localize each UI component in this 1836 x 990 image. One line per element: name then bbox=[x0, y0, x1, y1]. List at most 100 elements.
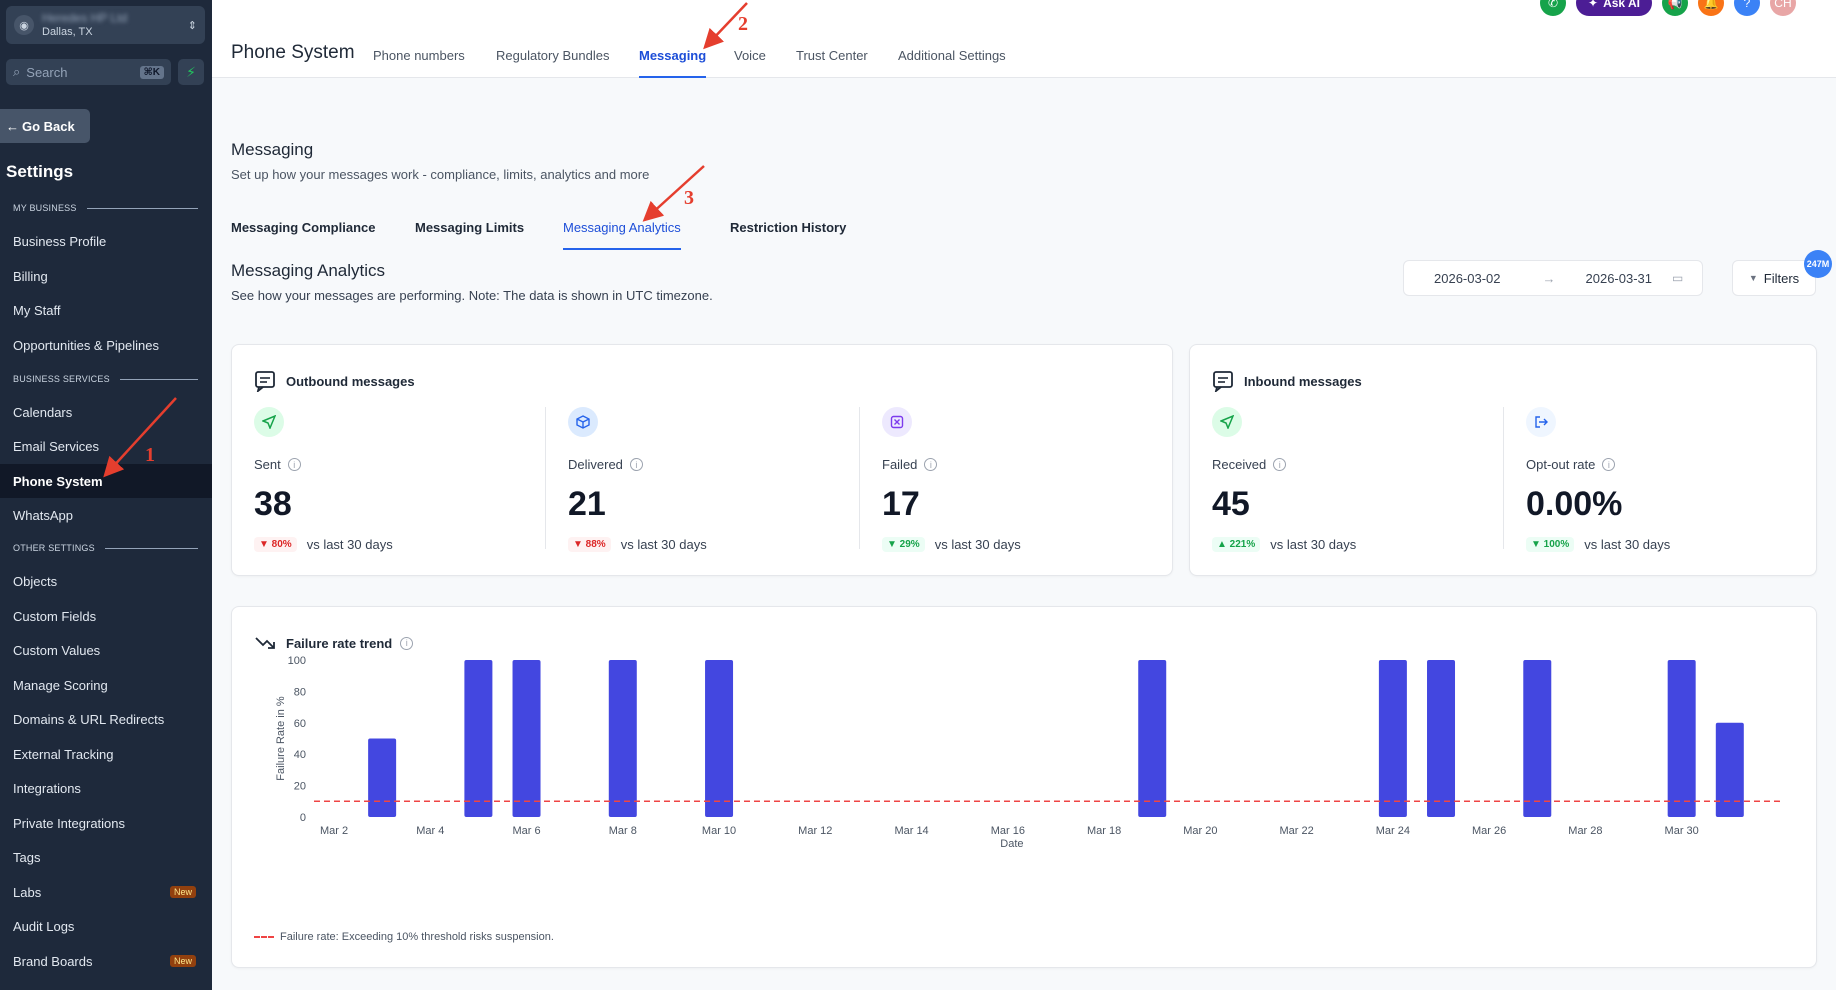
divider bbox=[545, 407, 546, 549]
package-icon bbox=[568, 407, 598, 437]
subtab-messaging-compliance[interactable]: Messaging Compliance bbox=[231, 220, 376, 235]
sidebar-item-objects[interactable]: Objects bbox=[13, 573, 58, 589]
location-city: Dallas, TX bbox=[42, 25, 93, 38]
tab-messaging[interactable]: Messaging bbox=[639, 48, 707, 78]
avatar[interactable]: CH bbox=[1769, 0, 1796, 16]
sidebar-item-email-services[interactable]: Email Services bbox=[13, 438, 99, 454]
y-tick-label: 0 bbox=[300, 812, 306, 824]
y-tick-label: 100 bbox=[288, 655, 306, 667]
metric-delivered: Delivered i 21 ▼ 88% vs last 30 days bbox=[568, 407, 838, 557]
bar-mar-3[interactable] bbox=[368, 738, 397, 818]
sidebar-item-calendars[interactable]: Calendars bbox=[13, 404, 73, 420]
failed-value: 17 bbox=[882, 485, 920, 523]
bar-mar-31[interactable] bbox=[1715, 722, 1744, 817]
info-icon[interactable]: i bbox=[924, 458, 938, 471]
chevron-updown-icon: ⇕ bbox=[187, 19, 197, 32]
location-switcher[interactable]: ◉ Heredes HP Ltd Dallas, TX ⇕ bbox=[6, 6, 205, 44]
sidebar-item-private-integrations[interactable]: Private Integrations bbox=[13, 815, 126, 831]
failed-label: Failed bbox=[882, 457, 918, 472]
x-tick-label: Mar 10 bbox=[702, 825, 736, 837]
subtab-restriction-history[interactable]: Restriction History bbox=[730, 220, 847, 235]
tab-additional-settings[interactable]: Additional Settings bbox=[898, 48, 1006, 63]
date-range-picker[interactable]: 2026-03-02 → 2026-03-31 ▭ bbox=[1403, 260, 1703, 296]
sidebar-item-brand-boards[interactable]: Brand Boards New bbox=[0, 944, 212, 978]
vs-text: vs last 30 days bbox=[1270, 537, 1357, 552]
delivered-label: Delivered bbox=[568, 457, 623, 472]
tab-regulatory-bundles[interactable]: Regulatory Bundles bbox=[496, 48, 610, 63]
failure-rate-chart: 0 20 40 60 80 100 Mar 2 Mar 4 Mar 6 Mar 8 Mar 10 M… bbox=[275, 655, 1782, 850]
sidebar-item-opportunities[interactable]: Opportunities & Pipelines bbox=[13, 337, 159, 353]
x-tick-label: Mar 6 bbox=[512, 825, 540, 837]
sidebar-item-domains[interactable]: Domains & URL Redirects bbox=[13, 711, 165, 727]
sidebar-item-whatsapp[interactable]: WhatsApp bbox=[13, 507, 73, 523]
ask-ai-button[interactable]: ✦ Ask AI bbox=[1576, 0, 1652, 16]
go-back-button[interactable]: ← Go Back bbox=[0, 109, 90, 143]
arrow-right-icon: → bbox=[1542, 270, 1556, 286]
sidebar-item-business-profile[interactable]: Business Profile bbox=[13, 233, 107, 249]
tab-trust-center[interactable]: Trust Center bbox=[796, 48, 868, 63]
new-badge: New bbox=[169, 955, 196, 967]
failed-change: ▼ 29% bbox=[882, 537, 925, 552]
subtab-messaging-analytics[interactable]: Messaging Analytics bbox=[563, 220, 681, 250]
outbound-title: Outbound messages bbox=[286, 373, 415, 389]
sidebar-item-label: Labs bbox=[13, 884, 42, 900]
x-tick-label: Mar 8 bbox=[609, 825, 637, 837]
filters-button[interactable]: ▼ Filters bbox=[1732, 260, 1816, 296]
bar-mar-25[interactable] bbox=[1427, 660, 1456, 817]
sidebar-item-labs[interactable]: Labs New bbox=[0, 875, 212, 909]
sparkle-icon: ✦ bbox=[1588, 0, 1599, 10]
delivered-change: ▼ 88% bbox=[568, 537, 611, 552]
optout-change: ▼ 100% bbox=[1526, 537, 1575, 552]
divider bbox=[859, 407, 860, 549]
sidebar-item-external-tracking[interactable]: External Tracking bbox=[13, 746, 114, 762]
sidebar-item-integrations[interactable]: Integrations bbox=[13, 780, 81, 796]
sidebar-item-tags[interactable]: Tags bbox=[13, 849, 41, 865]
sent-change: ▼ 80% bbox=[254, 537, 297, 552]
info-icon[interactable]: i bbox=[1602, 458, 1616, 471]
bar-mar-27[interactable] bbox=[1523, 660, 1552, 817]
info-icon[interactable]: i bbox=[629, 458, 643, 471]
help-icon[interactable]: ? bbox=[1733, 0, 1760, 16]
bar-mar-24[interactable] bbox=[1378, 660, 1407, 817]
subtab-messaging-limits[interactable]: Messaging Limits bbox=[415, 220, 525, 235]
y-tick-label: 80 bbox=[294, 686, 306, 698]
bar-mar-19[interactable] bbox=[1138, 660, 1167, 817]
send-icon bbox=[1212, 407, 1242, 437]
phone-icon[interactable]: ✆ bbox=[1540, 0, 1566, 16]
sidebar-item-billing[interactable]: Billing bbox=[13, 268, 48, 284]
x-tick-label: Mar 20 bbox=[1183, 825, 1217, 837]
legend-dash bbox=[254, 936, 274, 938]
notification-badge[interactable]: 247M bbox=[1804, 250, 1832, 278]
x-axis-label: Date bbox=[1000, 838, 1023, 850]
sidebar-item-phone-system[interactable]: Phone System bbox=[0, 464, 212, 498]
tab-voice[interactable]: Voice bbox=[734, 48, 766, 63]
quick-actions-bolt-icon[interactable]: ⚡ bbox=[178, 59, 204, 85]
sidebar-item-custom-fields[interactable]: Custom Fields bbox=[13, 608, 97, 624]
bell-icon[interactable]: 🔔 bbox=[1697, 0, 1724, 16]
bar-mar-30[interactable] bbox=[1667, 660, 1696, 817]
tab-phone-numbers[interactable]: Phone numbers bbox=[373, 48, 465, 63]
bar-mar-8[interactable] bbox=[608, 660, 637, 817]
info-icon[interactable]: i bbox=[400, 636, 414, 650]
vs-text: vs last 30 days bbox=[620, 537, 707, 552]
megaphone-icon[interactable]: 📢 bbox=[1661, 0, 1688, 16]
bar-mar-10[interactable] bbox=[705, 660, 734, 817]
search-input[interactable]: ⌕ Search ⌘K bbox=[6, 59, 171, 85]
x-tick-label: Mar 18 bbox=[1087, 825, 1121, 837]
bar-mar-6[interactable] bbox=[512, 660, 541, 817]
sidebar-item-manage-scoring[interactable]: Manage Scoring bbox=[13, 677, 108, 693]
info-icon[interactable]: i bbox=[1273, 458, 1287, 471]
x-tick-label: Mar 30 bbox=[1665, 825, 1699, 837]
inbound-title: Inbound messages bbox=[1244, 373, 1362, 389]
sidebar-item-audit-logs[interactable]: Audit Logs bbox=[13, 918, 75, 934]
info-icon[interactable]: i bbox=[287, 458, 301, 471]
sidebar-item-custom-values[interactable]: Custom Values bbox=[13, 642, 101, 658]
messaging-subtitle: Set up how your messages work - complian… bbox=[231, 167, 650, 182]
bar-mar-5[interactable] bbox=[464, 660, 493, 817]
sidebar-item-my-staff[interactable]: My Staff bbox=[13, 302, 61, 318]
main-content: Messaging Set up how your messages work … bbox=[212, 78, 1836, 990]
header-icons: ✆ ✦ Ask AI 📢 🔔 ? CH bbox=[1540, 0, 1796, 20]
trend-header: Failure rate trend i bbox=[254, 632, 414, 654]
ask-ai-label: Ask AI bbox=[1603, 0, 1640, 10]
y-tick-label: 40 bbox=[294, 749, 306, 761]
